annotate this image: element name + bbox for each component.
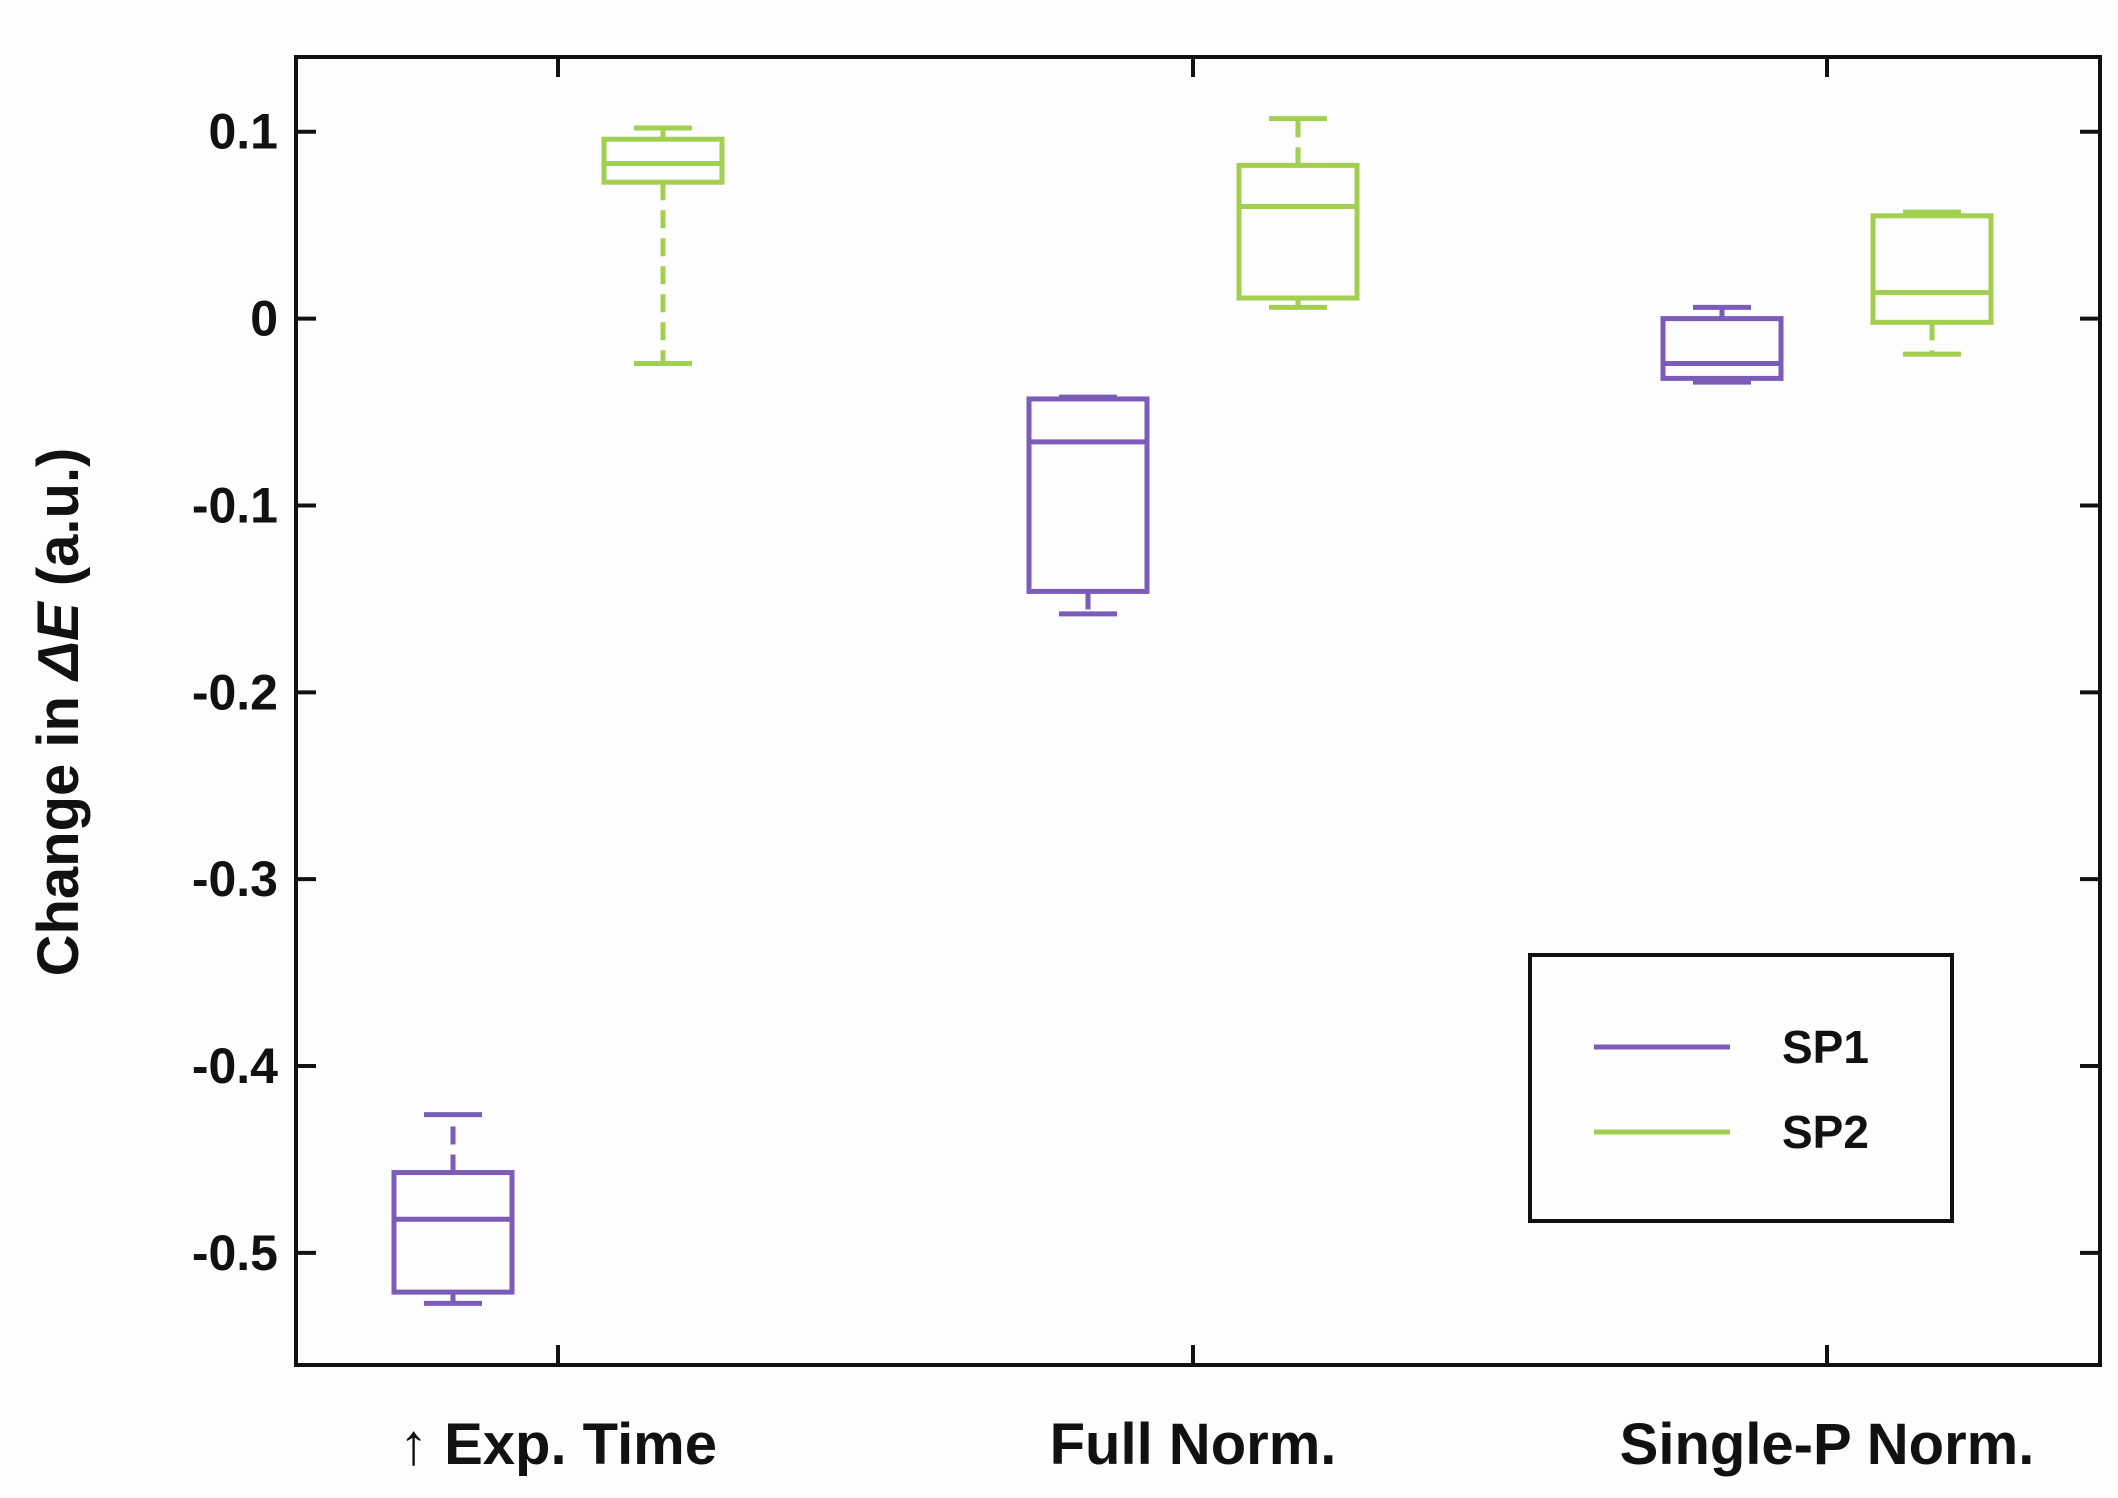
y-tick-label: -0.1 [192,477,278,533]
iqr-box [1236,162,1360,301]
legend-box [1528,953,1954,1223]
plot-frame [294,55,2102,1367]
box-sp1 [1026,394,1150,617]
y-axis-title-suffix: (a.u.) [26,448,91,603]
box-series [391,116,1994,1306]
box-sp2 [601,125,725,366]
box-sp2 [1236,116,1360,310]
y-tick-label: -0.3 [192,851,278,907]
y-tick-label: -0.4 [192,1038,278,1094]
iqr-box [1026,396,1150,594]
x-axis: ↑ Exp. Time Full Norm. Single-P Norm. [399,57,2034,1477]
legend-label-sp2: SP2 [1782,1106,1869,1158]
x-category-label: Full Norm. [1050,1412,1337,1477]
y-tick-label: 0 [250,291,278,347]
x-category-label: Single-P Norm. [1620,1412,2035,1477]
iqr-box [1660,316,1784,381]
y-axis-title: Change in ΔE (a.u.) [26,448,91,977]
y-tick-label: -0.5 [192,1225,278,1281]
iqr-box [601,136,725,185]
legend-label-sp1: SP1 [1782,1021,1869,1073]
box-sp2 [1870,209,1994,357]
y-tick-label: 0.1 [208,104,278,160]
legend: SP1 SP2 [1528,953,1954,1223]
y-axis-title-prefix: Change in [26,680,91,976]
plot-area [294,55,2102,1367]
x-category-label: ↑ Exp. Time [399,1412,717,1477]
y-tick-label: -0.2 [192,664,278,720]
iqr-box [391,1170,515,1295]
box-sp1 [1660,304,1784,385]
iqr-box [1870,213,1994,325]
y-axis-title-symbol: ΔE [26,600,91,682]
y-axis: 0.1 0 -0.1 -0.2 -0.3 -0.4 -0.5 [192,104,2100,1281]
box-sp1 [391,1112,515,1306]
